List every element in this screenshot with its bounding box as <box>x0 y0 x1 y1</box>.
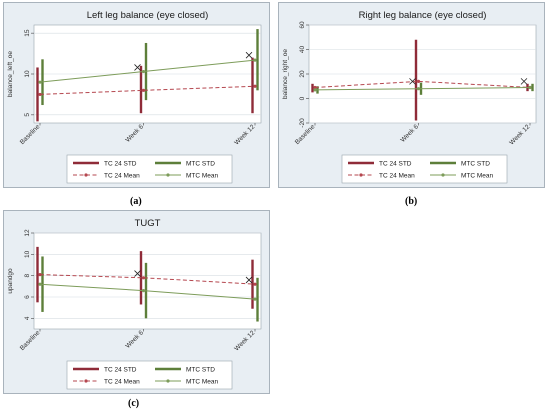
x-tick-label: Week 12 <box>508 123 531 146</box>
x-marker <box>134 64 141 71</box>
y-tick-label: 10 <box>24 250 31 258</box>
y-tick-label: -20 <box>299 118 306 128</box>
caption-a: (a) <box>130 196 142 207</box>
x-tick-label: Week 6 <box>124 123 145 144</box>
legend-label: MTC STD <box>461 160 490 167</box>
legend-label: TC 24 Mean <box>104 172 140 179</box>
chart-panel-tugt: TUGT 4 6 8 10 12 upandgo Baseline Week 6 Week 12 T… <box>3 210 270 394</box>
mean-point <box>313 85 317 90</box>
y-tick-label: 4 <box>24 316 31 320</box>
caption-b: (b) <box>405 196 418 207</box>
mean-point <box>141 69 146 74</box>
y-tick-label: 40 <box>299 46 306 54</box>
x-tick-label: Week 6 <box>399 123 420 144</box>
x-tick-label: Week 6 <box>124 329 145 350</box>
x-tick-label: Week 12 <box>233 329 256 352</box>
plot-area <box>33 232 262 330</box>
chart-panel-right-leg: Right leg balance (eye closed) -20 0 20 40 60… <box>278 2 545 188</box>
legend-label: MTC STD <box>186 366 215 373</box>
x-tick-label: Week 12 <box>233 123 256 146</box>
chart-right-leg-balance: Right leg balance (eye closed) -20 0 20 40 60… <box>282 10 537 184</box>
chart-title: TUGT <box>135 218 161 229</box>
chart-tugt: TUGT 4 6 8 10 12 upandgo Baseline Week 6 Week 12 T… <box>7 218 262 390</box>
mean-point <box>253 58 257 62</box>
legend-label: TC 24 STD <box>104 366 137 373</box>
x-tick-label: Baseline <box>19 329 42 352</box>
mean-point <box>416 87 421 91</box>
y-tick-label: 10 <box>24 70 31 78</box>
mean-point <box>253 297 257 301</box>
y-tick-label: 20 <box>299 70 306 78</box>
y-tick-label: 15 <box>24 29 31 37</box>
chart-title: Left leg balance (eye closed) <box>87 10 208 21</box>
mean-point <box>313 88 317 92</box>
y-tick-label: 8 <box>24 273 31 277</box>
y-axis-label: upandgo <box>7 268 14 294</box>
mean-point <box>253 282 257 286</box>
legend-label: TC 24 Mean <box>379 172 415 179</box>
legend-marker <box>359 173 363 177</box>
legend-label: TC 24 STD <box>379 160 412 167</box>
mean-point <box>141 276 146 280</box>
legend-label: MTC Mean <box>461 172 494 179</box>
legend-marker <box>441 173 445 177</box>
y-tick-label: 60 <box>299 21 306 29</box>
mean-line <box>314 80 531 88</box>
x-marker <box>134 270 141 277</box>
chart-panel-left-leg: Left leg balance (eye closed) 5 10 15 balanc… <box>3 2 270 188</box>
chart-left-leg-balance: Left leg balance (eye closed) 5 10 15 balanc… <box>7 10 262 184</box>
x-marker <box>245 276 253 284</box>
y-axis-label: balance_right_oe <box>282 49 289 99</box>
chart-title: Right leg balance (eye closed) <box>359 10 487 21</box>
x-tick-label: Baseline <box>19 123 42 146</box>
legend-label: MTC Mean <box>186 172 219 179</box>
mean-point <box>38 282 42 286</box>
mean-point <box>38 273 42 277</box>
mean-point <box>38 92 42 97</box>
y-tick-label: 0 <box>299 96 306 100</box>
legend <box>66 360 233 390</box>
mean-point <box>141 289 146 293</box>
mean-point <box>141 88 146 92</box>
caption-c: (c) <box>128 398 140 409</box>
legend-label: MTC STD <box>186 160 215 167</box>
mean-point <box>38 80 42 84</box>
x-marker <box>409 78 416 85</box>
legend <box>66 154 233 184</box>
legend-label: TC 24 Mean <box>104 378 140 385</box>
y-tick-label: 5 <box>24 113 31 117</box>
legend-marker <box>166 173 170 177</box>
legend-label: TC 24 STD <box>104 160 137 167</box>
legend-marker <box>166 379 170 383</box>
legend <box>341 154 508 184</box>
x-marker <box>245 51 253 59</box>
mean-point <box>528 85 532 90</box>
y-axis-label: balance_left_oe <box>7 51 14 97</box>
legend-label: MTC Mean <box>186 378 219 385</box>
y-tick-label: 12 <box>24 229 31 237</box>
legend-marker <box>84 379 88 383</box>
mean-line <box>39 274 256 285</box>
mean-line <box>39 85 256 95</box>
mean-point <box>253 84 257 88</box>
legend-marker <box>84 173 88 177</box>
mean-point <box>416 79 421 83</box>
x-marker <box>520 78 528 85</box>
y-tick-label: 6 <box>24 295 31 299</box>
